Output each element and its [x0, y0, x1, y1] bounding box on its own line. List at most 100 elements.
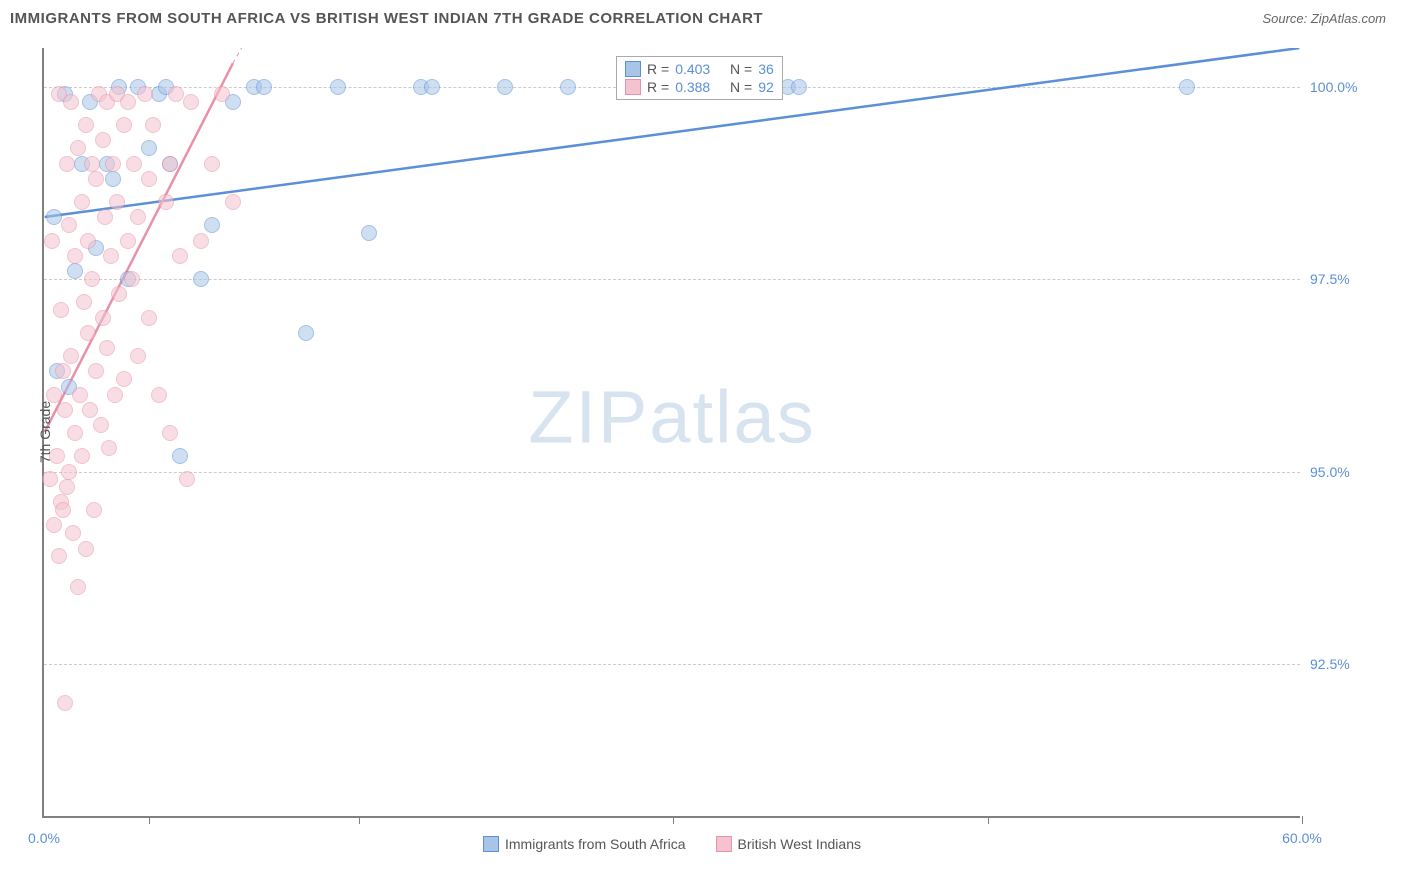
- scatter-point: [95, 310, 111, 326]
- scatter-point: [61, 217, 77, 233]
- scatter-point: [497, 79, 513, 95]
- chart-header: IMMIGRANTS FROM SOUTH AFRICA VS BRITISH …: [0, 0, 1406, 32]
- scatter-point: [63, 348, 79, 364]
- scatter-point: [361, 225, 377, 241]
- scatter-point: [151, 387, 167, 403]
- scatter-point: [84, 271, 100, 287]
- gridline: [44, 472, 1300, 473]
- scatter-point: [126, 156, 142, 172]
- scatter-point: [63, 94, 79, 110]
- y-axis-label: 7th Grade: [37, 401, 53, 463]
- scatter-point: [72, 387, 88, 403]
- scatter-point: [88, 171, 104, 187]
- scatter-point: [145, 117, 161, 133]
- scatter-point: [67, 425, 83, 441]
- scatter-point: [560, 79, 576, 95]
- scatter-point: [105, 156, 121, 172]
- scatter-point: [103, 248, 119, 264]
- x-tick: [988, 816, 989, 824]
- scatter-point: [82, 402, 98, 418]
- scatter-point: [791, 79, 807, 95]
- scatter-point: [55, 502, 71, 518]
- legend-row: R = 0.388 N = 92: [625, 78, 774, 96]
- scatter-point: [158, 194, 174, 210]
- trendlines: [44, 48, 1300, 816]
- scatter-point: [137, 86, 153, 102]
- scatter-point: [141, 140, 157, 156]
- y-tick-label: 97.5%: [1310, 271, 1380, 287]
- scatter-point: [51, 548, 67, 564]
- y-tick-label: 92.5%: [1310, 656, 1380, 672]
- y-tick-label: 95.0%: [1310, 464, 1380, 480]
- scatter-point: [55, 363, 71, 379]
- scatter-point: [86, 502, 102, 518]
- scatter-point: [168, 86, 184, 102]
- scatter-point: [59, 156, 75, 172]
- scatter-point: [70, 140, 86, 156]
- scatter-point: [172, 448, 188, 464]
- scatter-point: [116, 117, 132, 133]
- scatter-point: [78, 541, 94, 557]
- scatter-point: [101, 440, 117, 456]
- scatter-point: [120, 94, 136, 110]
- scatter-point: [116, 371, 132, 387]
- plot-area: ZIPatlas 92.5%95.0%97.5%100.0% 0.0%60.0%…: [42, 48, 1300, 818]
- scatter-point: [80, 233, 96, 249]
- scatter-point: [1179, 79, 1195, 95]
- scatter-point: [141, 171, 157, 187]
- scatter-point: [57, 695, 73, 711]
- chart-container: ZIPatlas 92.5%95.0%97.5%100.0% 0.0%60.0%…: [42, 48, 1300, 818]
- watermark: ZIPatlas: [528, 374, 815, 459]
- scatter-point: [130, 348, 146, 364]
- scatter-point: [183, 94, 199, 110]
- scatter-point: [105, 171, 121, 187]
- scatter-point: [61, 464, 77, 480]
- scatter-point: [225, 194, 241, 210]
- scatter-point: [141, 310, 157, 326]
- scatter-point: [57, 402, 73, 418]
- x-tick: [1302, 816, 1303, 824]
- scatter-point: [88, 363, 104, 379]
- scatter-point: [130, 209, 146, 225]
- scatter-point: [162, 156, 178, 172]
- scatter-point: [67, 263, 83, 279]
- legend-item: British West Indians: [716, 836, 861, 852]
- scatter-point: [179, 471, 195, 487]
- scatter-point: [59, 479, 75, 495]
- scatter-point: [124, 271, 140, 287]
- scatter-point: [74, 448, 90, 464]
- scatter-point: [97, 209, 113, 225]
- scatter-point: [76, 294, 92, 310]
- scatter-point: [80, 325, 96, 341]
- legend-correlation: R = 0.403 N = 36R = 0.388 N = 92: [616, 56, 783, 100]
- scatter-point: [111, 286, 127, 302]
- scatter-point: [53, 302, 69, 318]
- y-tick-label: 100.0%: [1310, 79, 1380, 95]
- scatter-point: [120, 233, 136, 249]
- x-tick: [359, 816, 360, 824]
- scatter-point: [99, 340, 115, 356]
- scatter-point: [214, 86, 230, 102]
- scatter-point: [204, 217, 220, 233]
- scatter-point: [78, 117, 94, 133]
- scatter-point: [204, 156, 220, 172]
- scatter-point: [67, 248, 83, 264]
- x-tick: [149, 816, 150, 824]
- scatter-point: [84, 156, 100, 172]
- scatter-point: [44, 233, 60, 249]
- scatter-point: [172, 248, 188, 264]
- scatter-point: [46, 517, 62, 533]
- scatter-point: [95, 132, 111, 148]
- gridline: [44, 664, 1300, 665]
- x-tick-label: 0.0%: [28, 830, 60, 846]
- scatter-point: [193, 233, 209, 249]
- legend-series: Immigrants from South Africa British West…: [483, 836, 861, 852]
- scatter-point: [424, 79, 440, 95]
- legend-row: R = 0.403 N = 36: [625, 60, 774, 78]
- scatter-point: [93, 417, 109, 433]
- scatter-point: [109, 194, 125, 210]
- legend-item: Immigrants from South Africa: [483, 836, 686, 852]
- scatter-point: [330, 79, 346, 95]
- chart-source: Source: ZipAtlas.com: [1262, 11, 1386, 26]
- x-tick-label: 60.0%: [1282, 830, 1322, 846]
